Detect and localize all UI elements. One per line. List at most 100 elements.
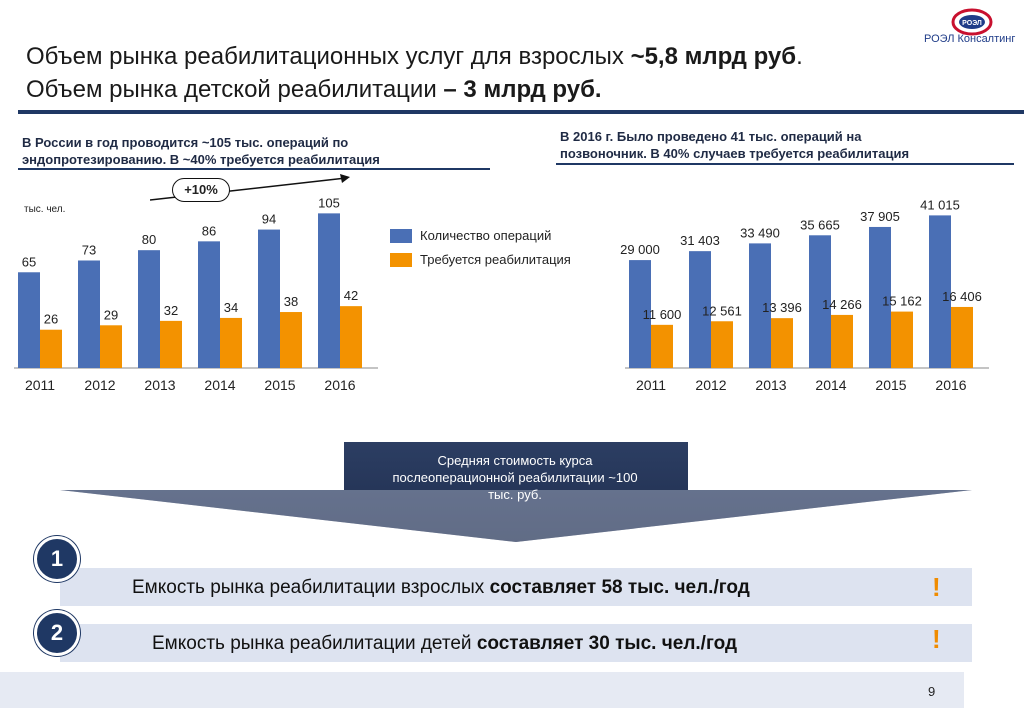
- label-operations-2015: 37 905: [860, 209, 900, 224]
- bar-operations-2015: [258, 229, 280, 368]
- label-operations-2011: 29 000: [620, 242, 660, 257]
- bar-operations-2014: [198, 241, 220, 368]
- callout-line3: тыс. руб.: [488, 487, 542, 502]
- legend-swatch-rehab: [390, 252, 412, 267]
- left-note-line2: эндопротезированию. В ~40% требуется реа…: [22, 152, 380, 167]
- label-rehab-2013: 32: [164, 303, 178, 318]
- exclamation-icon: !: [932, 624, 941, 654]
- bar-rehab-2014: [220, 317, 242, 368]
- page-number: 9: [928, 684, 936, 699]
- label-operations-2016: 41 015: [920, 197, 960, 212]
- legend-label-rehab: Требуется реабилитация: [420, 252, 571, 267]
- left-note-line1: В России в год проводится ~105 тыс. опер…: [22, 135, 349, 150]
- market-capacity-row-children: [60, 624, 972, 662]
- bar-rehab-2015: [280, 312, 302, 368]
- bar-operations-2014: [809, 235, 831, 368]
- footer-band: [0, 672, 964, 708]
- bar-rehab-2016: [951, 306, 973, 368]
- x-tick-2016: 2016: [935, 377, 966, 393]
- callout-line2: послеоперационной реабилитации ~100: [392, 470, 638, 485]
- bar-rehab-2015: [891, 311, 913, 368]
- bar-rehab-2013: [160, 320, 182, 368]
- unit-label: тыс. чел.: [24, 204, 66, 215]
- callout-text: Средняя стоимость курса послеоперационно…: [348, 452, 682, 503]
- bar-rehab-2011: [651, 324, 673, 368]
- label-rehab-2013: 13 396: [762, 300, 802, 315]
- row-number-2: 2: [34, 610, 80, 656]
- legend-item-operations: Количество операций: [390, 228, 551, 243]
- x-tick-2014: 2014: [204, 377, 235, 393]
- label-operations-2014: 35 665: [800, 217, 840, 232]
- label-rehab-2011: 11 600: [643, 307, 682, 322]
- left-chart-note: В России в год проводится ~105 тыс. опер…: [22, 134, 492, 168]
- bar-operations-2012: [689, 251, 711, 368]
- x-tick-2013: 2013: [144, 377, 175, 393]
- growth-badge: +10%: [172, 178, 230, 202]
- x-tick-2011: 2011: [25, 377, 55, 393]
- right-note-line2: позвоночник. В 40% случаев требуется реа…: [560, 146, 910, 161]
- bar-operations-2016: [318, 213, 340, 368]
- bar-operations-2011: [629, 260, 651, 368]
- bar-operations-2015: [869, 226, 891, 368]
- bar-operations-2011: [18, 272, 40, 368]
- bar-operations-2013: [138, 250, 160, 368]
- label-operations-2013: 80: [142, 232, 156, 247]
- row-text-adults: Емкость рынка реабилитации взрослых сост…: [132, 577, 750, 599]
- row-number-1: 1: [34, 536, 80, 582]
- title-text-2: . Объем рынка детской реабилитации: [26, 43, 803, 103]
- bar-rehab-2013: [771, 318, 793, 368]
- callout-line1: Средняя стоимость курса: [437, 453, 593, 468]
- label-operations-2013: 33 490: [740, 225, 780, 240]
- logo-badge-text: РОЭЛ: [962, 20, 982, 27]
- label-operations-2016: 105: [318, 195, 340, 210]
- legend-swatch-operations: [390, 228, 412, 243]
- x-tick-2014: 2014: [815, 377, 846, 393]
- label-rehab-2016: 16 406: [942, 289, 982, 304]
- row-text-adults-plain: Емкость рынка реабилитации взрослых: [132, 577, 490, 598]
- label-operations-2012: 31 403: [680, 233, 720, 248]
- label-rehab-2014: 14 266: [822, 297, 862, 312]
- label-rehab-2015: 15 162: [882, 294, 922, 309]
- bar-operations-2013: [749, 243, 771, 368]
- label-rehab-2012: 29: [104, 307, 118, 322]
- x-tick-2015: 2015: [875, 377, 906, 393]
- right-chart-note: В 2016 г. Было проведено 41 тыс. операци…: [560, 128, 1000, 162]
- label-operations-2015: 94: [262, 212, 276, 227]
- bar-rehab-2012: [100, 325, 122, 368]
- row-text-children: Емкость рынка реабилитации детей составл…: [152, 633, 737, 655]
- title-bold-2: – 3 млрд руб.: [443, 76, 602, 103]
- market-capacity-row-adults: [60, 568, 972, 606]
- bar-rehab-2012: [711, 321, 733, 368]
- company-name: РОЭЛ Консалтинг: [924, 33, 1016, 45]
- right-note-line1: В 2016 г. Было проведено 41 тыс. операци…: [560, 129, 862, 144]
- label-operations-2012: 73: [82, 242, 96, 257]
- left-note-underline: [18, 168, 490, 170]
- label-rehab-2016: 42: [344, 288, 358, 303]
- x-tick-2015: 2015: [264, 377, 295, 393]
- legend-label-operations: Количество операций: [420, 228, 552, 243]
- label-operations-2011: 65: [22, 254, 36, 269]
- row-text-children-plain: Емкость рынка реабилитации детей: [152, 633, 477, 654]
- page-title: Объем рынка реабилитационных услуг для в…: [26, 40, 846, 106]
- title-bold-1: ~5,8 млрд руб: [630, 43, 797, 70]
- row-text-adults-bold: составляет 58 тыс. чел./год: [489, 577, 750, 598]
- x-tick-2012: 2012: [84, 377, 115, 393]
- header-divider: [18, 110, 1024, 114]
- label-rehab-2015: 38: [284, 294, 298, 309]
- bar-rehab-2014: [831, 314, 853, 368]
- bar-rehab-2016: [340, 306, 362, 368]
- callout-arrow: [60, 442, 972, 542]
- label-rehab-2014: 34: [224, 300, 238, 315]
- row-text-children-bold: составляет 30 тыс. чел./год: [476, 633, 738, 654]
- label-rehab-2011: 26: [44, 312, 58, 327]
- x-tick-2012: 2012: [695, 377, 726, 393]
- label-operations-2014: 86: [202, 223, 216, 238]
- legend-item-rehab: Требуется реабилитация: [390, 252, 571, 267]
- bar-operations-2012: [78, 260, 100, 368]
- company-logo: РОЭЛ: [951, 8, 993, 36]
- x-tick-2016: 2016: [324, 377, 355, 393]
- bar-rehab-2011: [40, 329, 62, 368]
- bar-operations-2016: [929, 215, 951, 368]
- exclamation-icon: !: [932, 572, 941, 602]
- right-bar-chart: 29 000 11 600 2011 31 403 12 561 2012 33 490 13…: [620, 197, 989, 393]
